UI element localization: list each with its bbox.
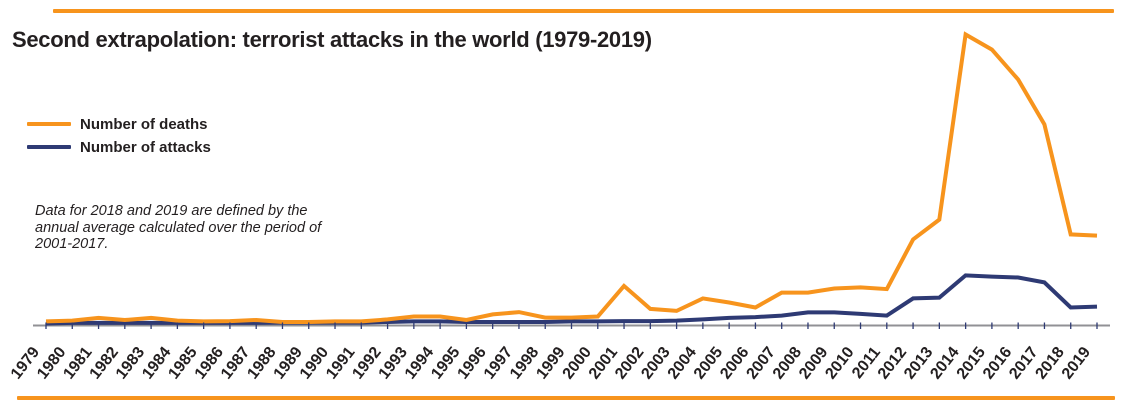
x-tick-label: 2003 [638, 344, 673, 383]
x-tick-label: 2016 [980, 344, 1015, 383]
x-tick-label: 2008 [770, 344, 805, 383]
note-line: annual average calculated over the perio… [35, 219, 322, 236]
x-tick-label: 2018 [1033, 344, 1068, 383]
x-tick-label: 1981 [60, 344, 95, 383]
x-tick-label: 2017 [1006, 344, 1041, 383]
x-tick-label: 1993 [376, 344, 411, 383]
x-tick-label: 2004 [665, 344, 700, 383]
x-tick-label: 2001 [586, 344, 621, 383]
attacks-line-swatch [27, 144, 71, 149]
deaths-line-swatch [27, 121, 71, 126]
x-tick-label: 1990 [297, 344, 332, 383]
legend-item-attacks: Number of attacks [27, 135, 211, 158]
x-tick-label: 2010 [822, 344, 857, 383]
x-tick-label: 2014 [927, 344, 962, 383]
x-tick-label: 1989 [271, 344, 306, 383]
x-tick-label: 2019 [1059, 344, 1094, 383]
legend-label-deaths: Number of deaths [80, 115, 208, 133]
x-tick-label: 1986 [192, 344, 227, 383]
legend-label-attacks: Number of attacks [80, 138, 211, 156]
series-line-deaths [45, 31, 1098, 324]
x-tick-label: 2007 [744, 344, 779, 383]
x-tick-label: 1992 [349, 344, 384, 383]
x-tick-label: 1988 [244, 344, 279, 383]
x-tick-label: 2006 [717, 344, 752, 383]
x-tick-label: 2012 [875, 344, 910, 383]
x-tick-label: 1997 [481, 344, 516, 383]
x-tick-label: 1994 [402, 344, 437, 383]
x-tick-label: 2013 [901, 344, 936, 383]
x-tick-label: 1999 [533, 344, 568, 383]
note-line: 2001-2017. [35, 236, 109, 252]
x-tick-label: 1984 [139, 344, 174, 383]
x-tick-label: 1991 [323, 344, 358, 383]
methodology-note: Data for 2018 and 2019 are defined by th… [35, 203, 321, 253]
x-tick-label: 2009 [796, 344, 831, 383]
bottom-divider [17, 396, 1115, 400]
x-tick-label: 1983 [113, 344, 148, 383]
x-tick-label: 2015 [954, 344, 989, 383]
x-tick-label: 1982 [87, 344, 122, 383]
top-divider [53, 9, 1114, 13]
x-tick-label: 1987 [218, 344, 253, 383]
x-tick-label: 1985 [165, 344, 200, 383]
x-tick-label: 1998 [507, 344, 542, 383]
page-title: Second extrapolation: terrorist attacks … [12, 27, 652, 52]
note-line: Data for 2018 and 2019 are defined by th… [35, 203, 308, 219]
x-tick-label: 1980 [34, 344, 69, 383]
chart-legend: Number of deaths Number of attacks [27, 112, 211, 158]
x-tick-label: 2005 [691, 344, 726, 383]
x-tick-label: 1979 [8, 344, 43, 383]
x-tick-label: 2002 [612, 344, 647, 383]
x-tick-label: 1995 [428, 344, 463, 383]
x-tick-label: 1996 [455, 344, 490, 383]
legend-item-deaths: Number of deaths [27, 112, 211, 135]
x-tick-label: 2000 [560, 344, 595, 383]
